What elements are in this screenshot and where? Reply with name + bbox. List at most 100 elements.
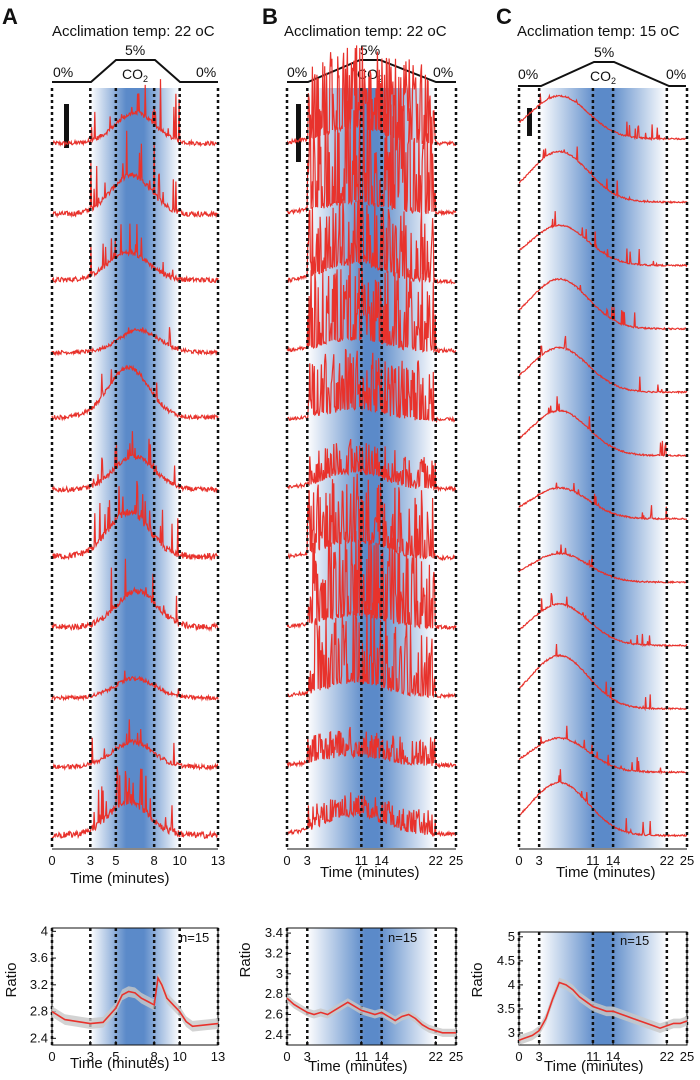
summary-ytick-label-c-4: 4 — [508, 977, 515, 992]
summary-xtick-label-b-14: 14 — [374, 1049, 388, 1064]
summary-xtick-label-c-0: 0 — [515, 1049, 522, 1064]
summary-frame-c — [518, 931, 688, 1046]
xtick-label-b-25: 25 — [449, 853, 463, 868]
summary-xtick-label-a-0: 0 — [48, 1049, 55, 1064]
trace-c-6 — [518, 396, 687, 458]
trace-a-11 — [51, 766, 219, 840]
scale-bar-c — [527, 108, 532, 136]
acclimation-unit-a: oC — [195, 23, 214, 40]
trace-b-5 — [286, 348, 457, 423]
co2-gas-sub-b: 2 — [378, 74, 383, 84]
co2-post-label-b: 0% — [433, 64, 453, 80]
summary-ytick-label-b-2.4: 2.4 — [265, 1027, 283, 1042]
summary-ytick-label-a-2.4: 2.4 — [30, 1030, 48, 1045]
summary-ytick-label-b-2.8: 2.8 — [265, 986, 283, 1001]
xtick-label-b-11: 11 — [355, 853, 369, 868]
trace-b-6 — [286, 438, 457, 493]
summary-xtick-label-b-25: 25 — [449, 1049, 463, 1064]
trace-c-12 — [518, 769, 688, 838]
trace-a-1 — [51, 79, 219, 148]
summary-ytick-label-b-3.2: 3.2 — [265, 945, 283, 960]
acclimation-unit-c: oC — [660, 23, 679, 40]
trace-a-10 — [51, 719, 219, 771]
trace-a-8 — [51, 558, 219, 632]
co2-protocol-line-c — [518, 61, 686, 87]
summary-xtick-label-c-22: 22 — [660, 1049, 674, 1064]
xtick-label-a-10: 10 — [172, 853, 186, 868]
summary-ylabel-c: Ratio — [469, 962, 486, 997]
panel-letter-b: B — [262, 4, 278, 29]
co2-peak-label-b: 5% — [360, 42, 380, 58]
summary-xtick-label-b-3: 3 — [304, 1049, 311, 1064]
summary-mean-line-b — [286, 997, 456, 1034]
summary-ytick-label-b-3.4: 3.4 — [265, 925, 283, 940]
summary-n-label-a: n=15 — [180, 930, 209, 945]
summary-mean-line-a — [51, 975, 219, 1028]
trace-a-9 — [51, 670, 219, 702]
summary-ytick-label-a-4: 4 — [41, 923, 48, 938]
summary-n-label-c: n=15 — [620, 933, 649, 948]
co2-peak-label-c: 5% — [594, 44, 614, 60]
trace-a-2 — [51, 130, 219, 219]
trace-b-8 — [286, 530, 457, 631]
summary-xtick-label-a-5: 5 — [112, 1049, 119, 1064]
acclimation-text-c: Acclimation temp: 15 — [517, 23, 660, 40]
acclimation-label-c: Acclimation temp: 15 oC — [517, 23, 680, 40]
summary-ytick-label-a-3.2: 3.2 — [30, 977, 48, 992]
trace-b-10 — [286, 726, 457, 769]
summary-sem-band-b — [287, 994, 456, 1037]
summary-ytick-label-c-5: 5 — [508, 929, 515, 944]
trace-c-4 — [518, 277, 688, 331]
trace-c-1 — [518, 93, 688, 142]
xtick-label-a-13: 13 — [211, 853, 225, 868]
summary-xlabel-b: Time (minutes) — [308, 1058, 407, 1075]
co2-pre-label-b: 0% — [287, 64, 307, 80]
plots-layer: 0 3 5 8 10 132.42.83.23.640 3 5 8 10 130 3 11 14 22 252… — [30, 45, 694, 1064]
acclimation-text-b: Acclimation temp: 22 — [284, 23, 427, 40]
xtick-label-a-0: 0 — [48, 853, 55, 868]
acclimation-label-a: Acclimation temp: 22 oC — [52, 23, 215, 40]
summary-ytick-label-a-3.6: 3.6 — [30, 950, 48, 965]
co2-pre-label-c: 0% — [518, 66, 538, 82]
xlabel-a: Time (minutes) — [70, 870, 169, 887]
co2-gas-label-c: CO2 — [590, 68, 616, 86]
co2-peak-label-a: 5% — [125, 42, 145, 58]
trace-c-9 — [518, 592, 688, 648]
co2-protocol-line-a — [52, 59, 218, 83]
xtick-label-c-11: 11 — [586, 853, 600, 868]
trace-b-1 — [286, 45, 457, 147]
xtick-label-a-5: 5 — [112, 853, 119, 868]
co2-gas-sub-a: 2 — [143, 74, 148, 84]
xtick-label-b-22: 22 — [428, 853, 442, 868]
summary-xtick-label-a-8: 8 — [151, 1049, 158, 1064]
scale-bar-b — [296, 104, 301, 162]
trace-a-5 — [51, 364, 219, 422]
summary-n-label-b: n=15 — [388, 930, 417, 945]
co2-pre-label-a: 0% — [53, 64, 73, 80]
xtick-label-c-25: 25 — [680, 853, 694, 868]
trace-a-7 — [51, 480, 219, 562]
xtick-label-b-14: 14 — [374, 853, 388, 868]
panel-letter-c: C — [496, 4, 512, 29]
summary-xlabel-a: Time (minutes) — [70, 1055, 169, 1072]
summary-xtick-label-c-14: 14 — [606, 1049, 620, 1064]
co2-band-a — [90, 88, 180, 848]
co2-gas-main-a: CO — [122, 66, 143, 82]
trace-a-6 — [51, 431, 219, 494]
trace-c-11 — [518, 725, 688, 775]
summary-xtick-label-c-25: 25 — [680, 1049, 694, 1064]
acclimation-text-a: Acclimation temp: 22 — [52, 23, 195, 40]
summary-ylabel-b: Ratio — [237, 942, 254, 977]
summary-ytick-label-c-4.5: 4.5 — [497, 953, 515, 968]
trace-c-3 — [518, 211, 688, 268]
acclimation-unit-b: oC — [427, 23, 446, 40]
summary-xtick-label-a-3: 3 — [87, 1049, 94, 1064]
xtick-label-b-3: 3 — [304, 853, 311, 868]
xtick-label-c-22: 22 — [660, 853, 674, 868]
summary-ylabel-a: Ratio — [3, 962, 20, 997]
trace-b-11 — [286, 792, 457, 838]
panel-letter-a: A — [2, 4, 18, 29]
trace-a-3 — [51, 223, 219, 284]
trace-c-2 — [518, 146, 688, 204]
trace-b-9 — [286, 608, 457, 700]
